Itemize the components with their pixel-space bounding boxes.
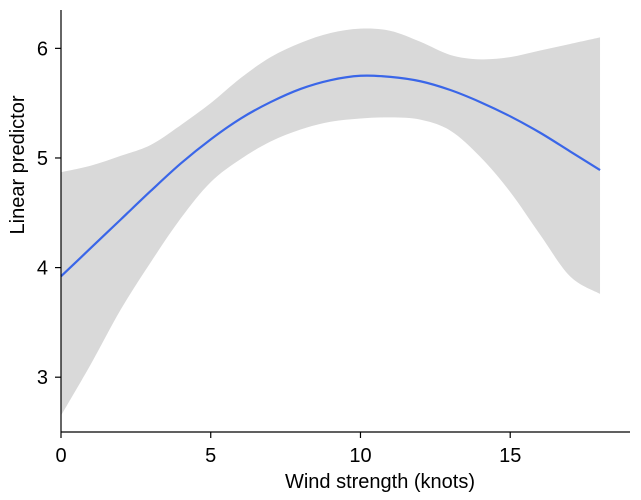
fit-line-layer [60,74,601,278]
x-tick-label: 10 [349,445,371,467]
confidence-band-layer [61,28,601,416]
x-tick-label: 0 [55,445,66,467]
fit-line [60,74,601,278]
confidence-band [61,28,601,416]
y-tick-label: 5 [37,148,48,170]
x-tick-label: 5 [205,445,216,467]
y-tick-label: 4 [37,258,48,280]
tick-layer: 0 5 10 15 3 4 5 6 [37,38,521,467]
x-axis-title: Wind strength (knots) [285,471,475,493]
y-tick-label: 3 [37,367,48,389]
x-tick-label: 15 [499,445,521,467]
y-axis-title: Linear predictor [7,95,29,234]
y-tick-label: 6 [37,38,48,60]
